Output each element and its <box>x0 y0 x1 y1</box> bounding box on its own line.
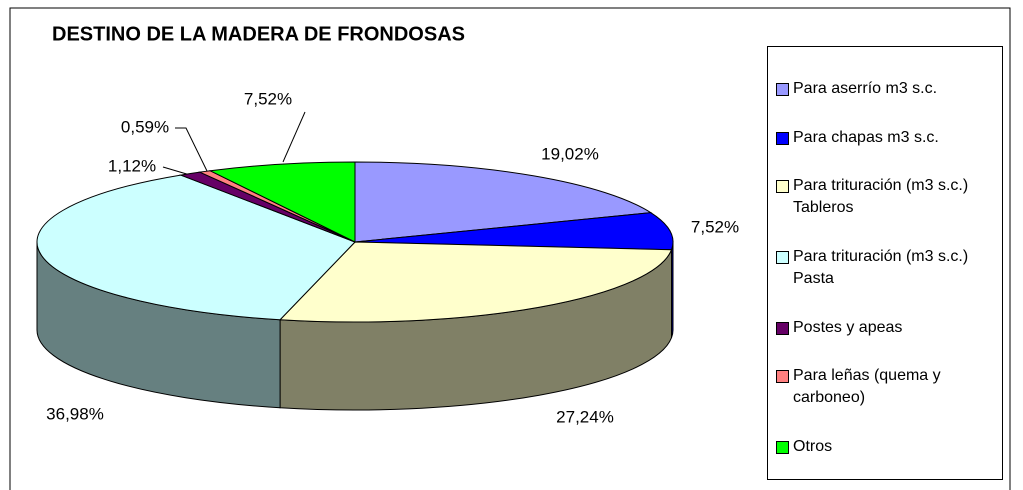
data-label: 0,59% <box>121 117 169 136</box>
data-label: 7,52% <box>244 89 292 108</box>
pie-slice <box>208 161 356 243</box>
data-label: 27,24% <box>556 407 614 426</box>
legend-item: Otros <box>776 436 996 458</box>
pie-slice <box>36 174 356 321</box>
data-label: 1,12% <box>108 156 156 175</box>
legend-swatch <box>776 370 789 384</box>
legend-swatch <box>776 131 789 145</box>
legend-label: Para aserrío m3 s.c. <box>793 80 938 98</box>
legend-swatch <box>776 321 789 335</box>
legend-item: Para aserrío m3 s.c. <box>776 78 996 100</box>
legend-label: Postes y apeas <box>793 318 903 336</box>
legend: Para aserrío m3 s.c. Para chapas m3 s.c. P… <box>767 46 1003 480</box>
legend-label: Otros <box>793 437 833 455</box>
chart-title: DESTINO DE LA MADERA DE FRONDOSAS <box>52 23 465 45</box>
legend-swatch <box>776 440 789 454</box>
leader-line <box>162 166 191 176</box>
legend-item: Para trituración (m3 s.c.) Pasta <box>776 246 996 290</box>
legend-label: Para trituración (m3 s.c.) Tableros <box>793 177 969 217</box>
legend-item: Postes y apeas <box>776 317 996 339</box>
legend-swatch <box>776 250 789 264</box>
pie-slice <box>354 161 653 243</box>
leader-line <box>175 127 208 172</box>
data-label: 19,02% <box>541 144 599 163</box>
legend-label: Para chapas m3 s.c. <box>793 128 939 146</box>
legend-swatch <box>776 180 789 194</box>
legend-label: Para trituración (m3 s.c.) Pasta <box>793 247 969 287</box>
leader-line <box>282 111 306 163</box>
data-label: 36,98% <box>46 404 104 423</box>
pie-slice <box>354 212 674 251</box>
legend-item: Para chapas m3 s.c. <box>776 127 996 149</box>
data-label: 7,52% <box>691 217 739 236</box>
legend-swatch <box>776 83 789 97</box>
legend-label: Para leñas (quema y carboneo) <box>793 367 941 407</box>
legend-item: Para leñas (quema y carboneo) <box>776 365 996 409</box>
pie-slice <box>278 241 673 323</box>
legend-item: Para trituración (m3 s.c.) Tableros <box>776 175 996 219</box>
